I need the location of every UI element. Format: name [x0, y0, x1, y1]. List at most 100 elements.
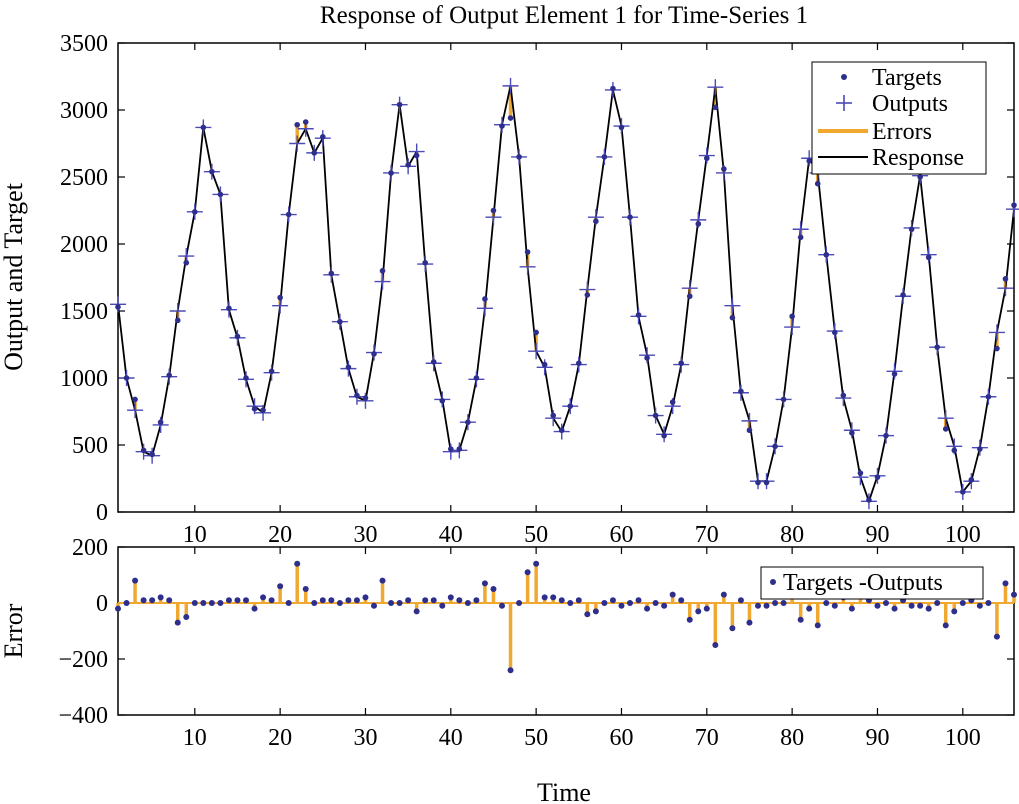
target-point: [627, 214, 633, 220]
output-marker: [707, 79, 724, 96]
error-point: [388, 600, 395, 606]
target-point: [371, 351, 377, 357]
bottom-y-tick-label: −200: [58, 647, 108, 673]
output-marker: [724, 297, 741, 314]
top-x-tick-label: 50: [524, 522, 548, 548]
target-point: [780, 396, 787, 403]
top-x-tick-label: 80: [780, 522, 804, 548]
top-x-tick-label: 90: [865, 522, 889, 548]
top-x-tick-label: 10: [183, 522, 207, 548]
error-point: [362, 594, 369, 601]
target-point: [405, 162, 411, 168]
error-point: [678, 597, 685, 604]
error-point: [541, 594, 548, 601]
target-point: [908, 226, 915, 233]
target-point: [362, 395, 369, 401]
bottom-x-tick-label: 100: [945, 725, 981, 751]
error-point: [200, 600, 207, 606]
error-point: [993, 633, 1000, 640]
error-point: [302, 586, 309, 592]
error-point: [652, 600, 659, 606]
target-point: [746, 427, 753, 434]
target-point: [678, 360, 684, 367]
legend-outputs-marker: [836, 95, 852, 111]
error-point: [891, 605, 898, 612]
target-point: [413, 152, 420, 159]
top-x-tick-label: 70: [695, 522, 719, 548]
bottom-x-tick-label: 80: [780, 725, 804, 751]
error-point: [260, 594, 267, 601]
target-point: [755, 479, 761, 486]
output-marker: [169, 303, 186, 319]
target-point: [593, 218, 599, 225]
error-point: [234, 597, 241, 604]
error-point: [661, 602, 668, 609]
target-point: [337, 318, 343, 325]
target-point: [669, 399, 676, 405]
target-point: [396, 101, 403, 108]
target-point: [891, 371, 898, 377]
error-point: [985, 600, 992, 606]
error-point: [157, 594, 164, 601]
legend-errorpoints-label: Targets -Outputs: [783, 570, 943, 596]
target-point: [874, 474, 881, 480]
target-point: [277, 294, 283, 301]
target-point: [806, 158, 812, 164]
error-point: [976, 602, 983, 609]
legend-errorpoints-marker: [770, 579, 776, 585]
target-point: [541, 361, 548, 368]
legend-response-label: Response: [872, 145, 964, 171]
error-point: [490, 586, 497, 592]
output-marker: [988, 324, 1005, 341]
error-point: [951, 608, 958, 615]
target-point: [994, 345, 1000, 352]
error-point: [430, 597, 437, 604]
error-point: [464, 600, 471, 606]
top-x-tick-label: 40: [439, 522, 463, 548]
target-point: [422, 259, 429, 266]
error-point: [763, 602, 770, 609]
target-point: [490, 207, 497, 214]
error-point: [644, 605, 651, 612]
error-point: [627, 600, 633, 606]
target-point: [951, 447, 958, 454]
error-point: [618, 602, 625, 609]
error-point: [848, 605, 855, 612]
error-point: [379, 577, 386, 584]
target-point: [712, 104, 719, 111]
target-point: [652, 412, 659, 419]
error-point: [294, 560, 301, 567]
target-point: [832, 329, 838, 336]
error-point: [208, 600, 215, 606]
error-point: [166, 597, 173, 604]
output-marker: [374, 273, 391, 290]
error-point: [516, 600, 523, 606]
target-point: [311, 150, 318, 156]
target-point: [456, 446, 463, 452]
target-point: [635, 312, 642, 318]
target-point: [823, 251, 830, 258]
target-point: [763, 479, 770, 486]
legend-errors-label: Errors: [872, 119, 932, 145]
top-legend-box: [811, 61, 987, 175]
bottom-y-tick-label: 200: [72, 535, 108, 561]
legend-targets-label: Targets: [872, 65, 942, 91]
target-point: [584, 292, 591, 298]
error-point: [737, 597, 744, 604]
error-point: [908, 602, 915, 609]
top-plot-marks: [110, 77, 1019, 510]
target-point: [618, 124, 625, 131]
error-point: [243, 597, 249, 604]
error-point: [371, 602, 377, 609]
error-point: [584, 611, 591, 618]
target-point: [140, 447, 147, 454]
bottom-legend-box: [760, 566, 984, 600]
target-point: [729, 314, 736, 321]
error-point: [183, 614, 190, 620]
error-point: [507, 667, 514, 674]
target-point: [934, 344, 940, 350]
bottom-plot-marks: [115, 560, 1017, 674]
target-point: [149, 451, 155, 458]
error-point: [959, 600, 966, 606]
target-point: [1002, 276, 1009, 282]
